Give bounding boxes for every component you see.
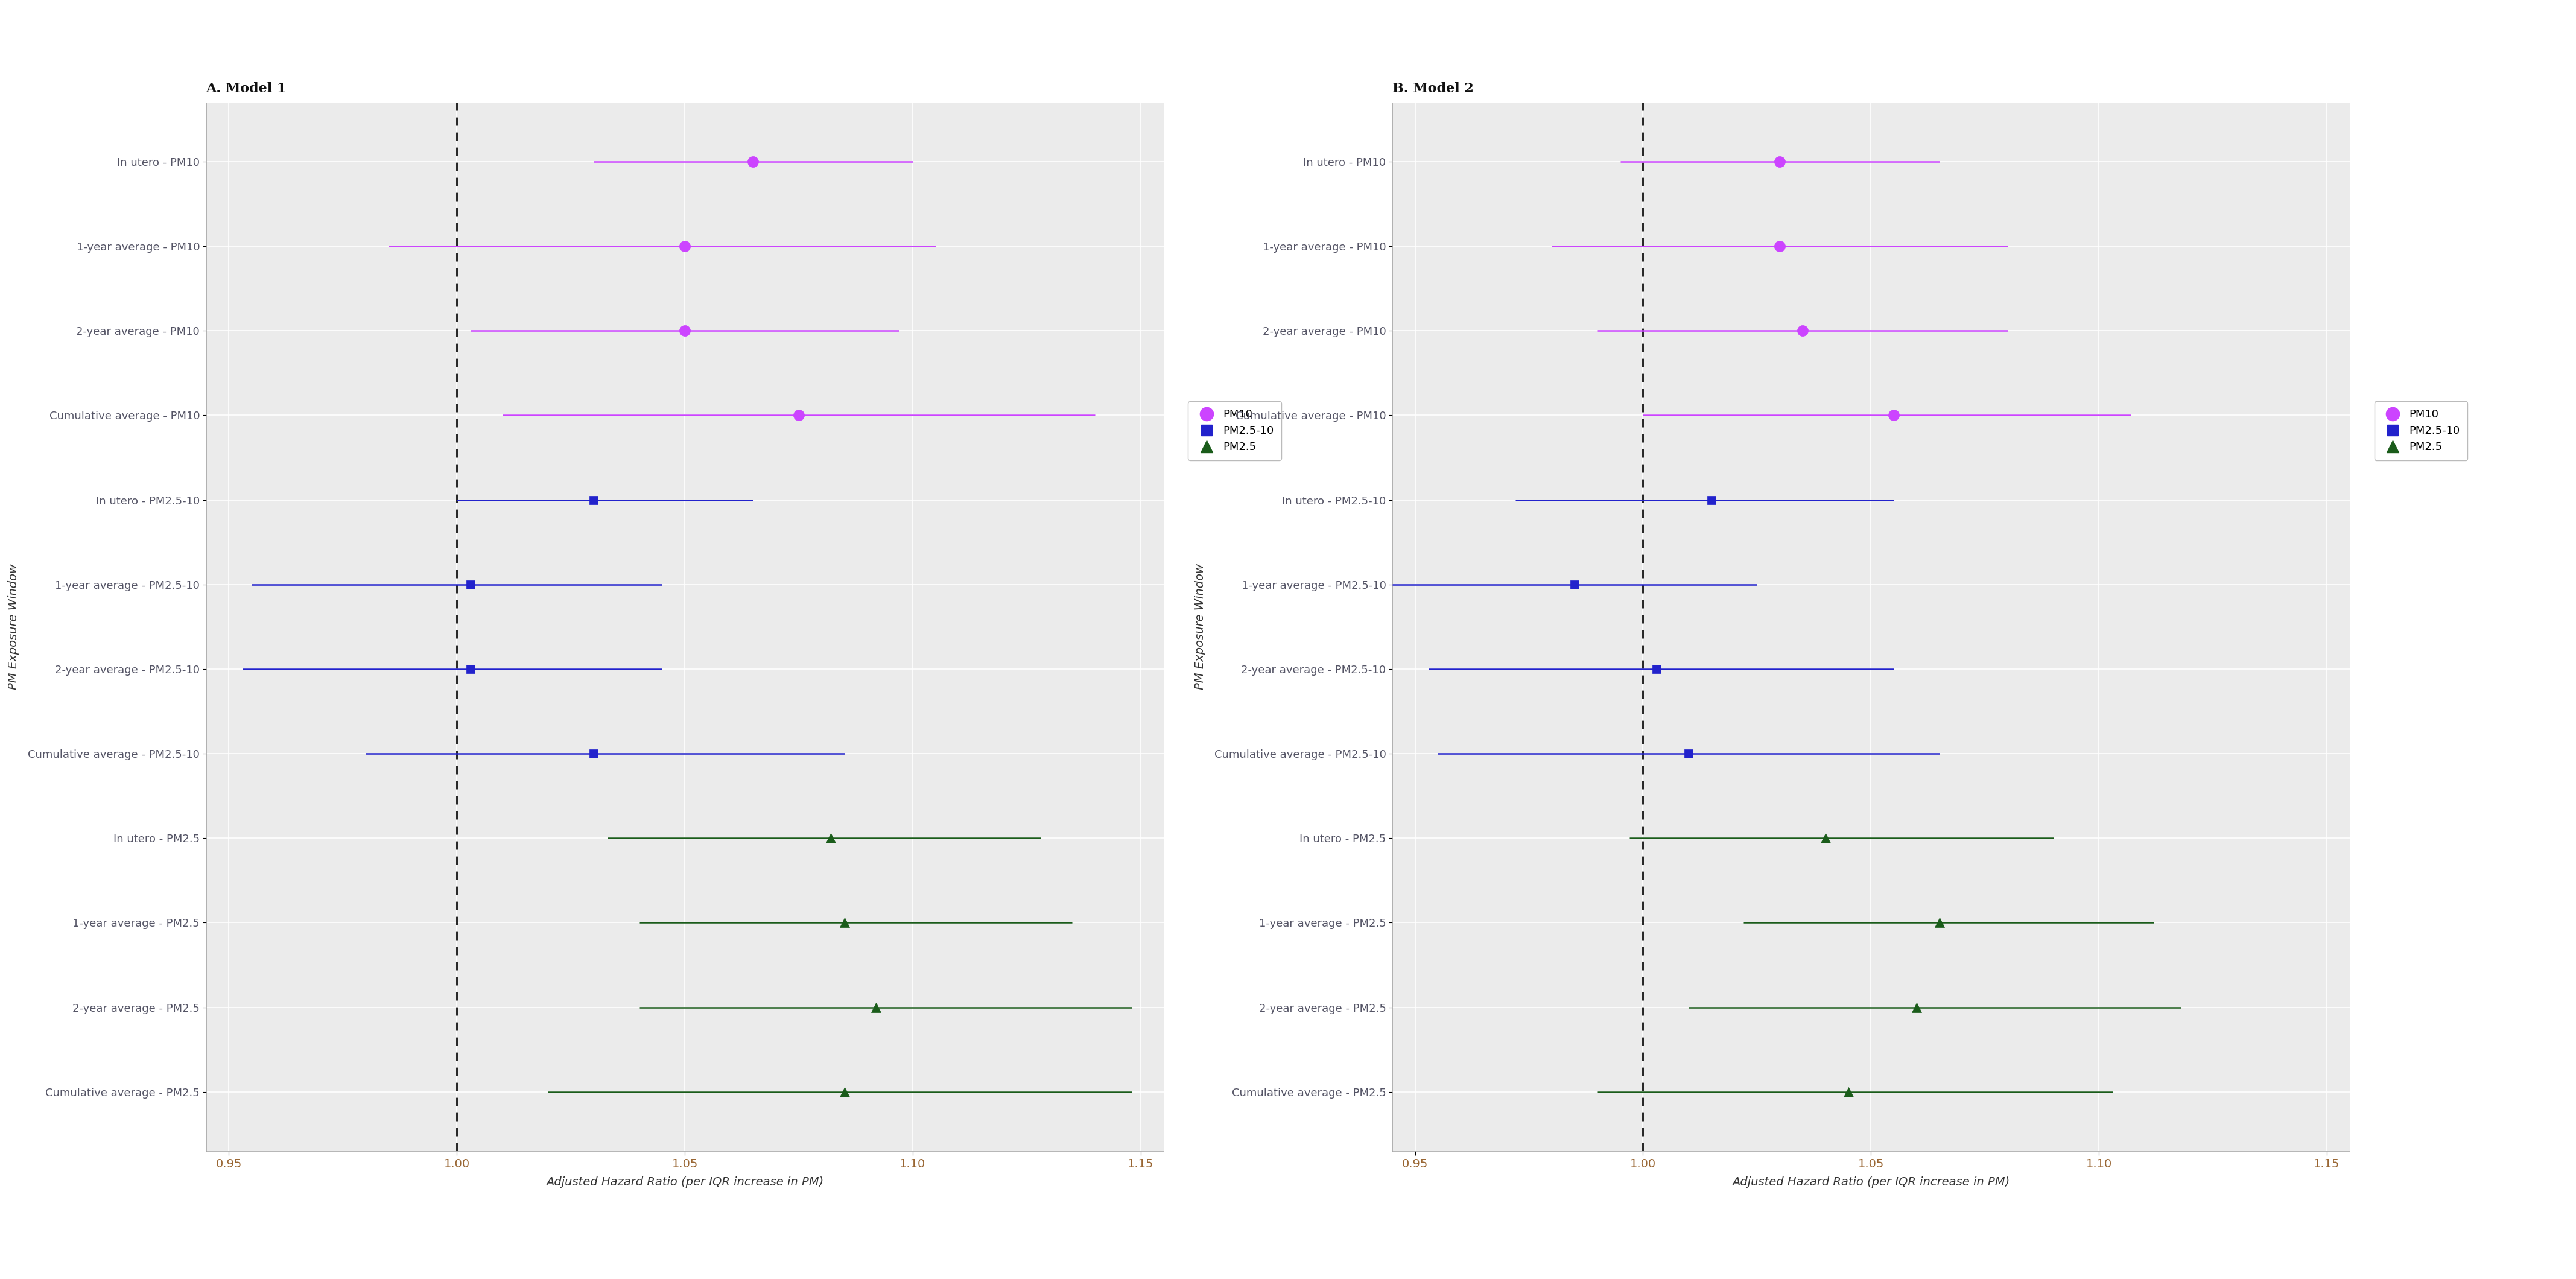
Y-axis label: PM Exposure Window: PM Exposure Window [1195, 564, 1206, 689]
Legend: PM10, PM2.5-10, PM2.5: PM10, PM2.5-10, PM2.5 [2375, 402, 2468, 460]
Text: B. Model 2: B. Model 2 [1391, 82, 1473, 95]
Legend: PM10, PM2.5-10, PM2.5: PM10, PM2.5-10, PM2.5 [1188, 402, 1280, 460]
X-axis label: Adjusted Hazard Ratio (per IQR increase in PM): Adjusted Hazard Ratio (per IQR increase … [1731, 1177, 2009, 1188]
Text: A. Model 1: A. Model 1 [206, 82, 286, 95]
Y-axis label: PM Exposure Window: PM Exposure Window [8, 564, 21, 689]
X-axis label: Adjusted Hazard Ratio (per IQR increase in PM): Adjusted Hazard Ratio (per IQR increase … [546, 1177, 824, 1188]
